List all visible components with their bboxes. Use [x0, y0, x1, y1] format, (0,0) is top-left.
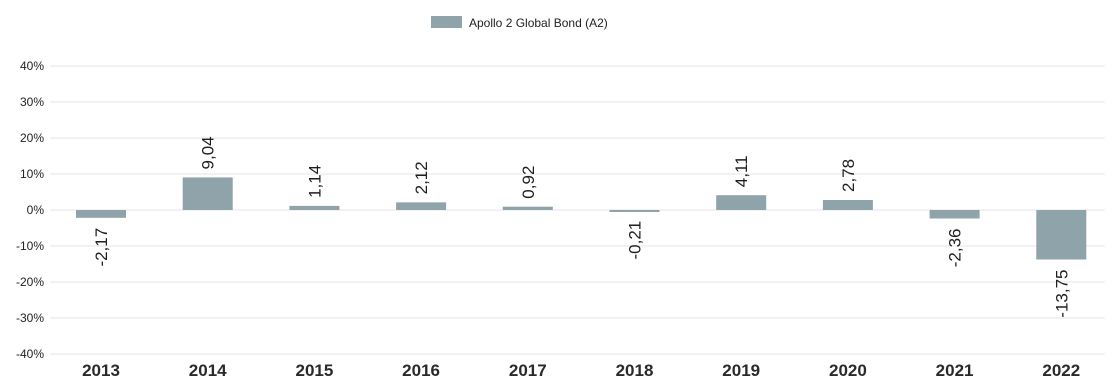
data-label-2014: 9,04	[199, 136, 218, 169]
bar-2020	[822, 199, 873, 210]
data-label-2016: 2,12	[412, 161, 431, 194]
data-label-2020: 2,78	[839, 159, 858, 192]
data-label-2015: 1,14	[305, 165, 324, 198]
bar-2019	[716, 195, 767, 210]
y-tick-label: 30%	[20, 95, 44, 109]
bar-2017	[502, 206, 553, 210]
data-label-2017: 0,92	[519, 166, 538, 199]
x-category-label: 2013	[82, 361, 120, 379]
x-category-label: 2017	[509, 361, 547, 379]
data-label-2018: -0,21	[626, 221, 645, 260]
legend-swatch	[431, 16, 462, 28]
y-tick-label: -40%	[16, 347, 44, 361]
y-tick-label: 40%	[20, 59, 44, 73]
data-label-2019: 4,11	[732, 155, 751, 187]
data-labels: -2,17 9,04 1,14 2,12 0,92 -0,21 4,11 2,78 -2,36 -…	[92, 136, 1071, 317]
legend-label: Apollo 2 Global Bond (A2)	[469, 16, 608, 30]
data-label-2021: -2,36	[946, 228, 965, 267]
bar-2022	[1036, 210, 1087, 260]
y-tick-label: 10%	[20, 167, 44, 181]
x-category-label: 2014	[189, 361, 227, 379]
data-label-2013: -2,17	[92, 228, 111, 267]
chart-legend: Apollo 2 Global Bond (A2)	[431, 16, 608, 30]
bar-2015	[289, 205, 340, 210]
data-label-2022: -13,75	[1052, 270, 1071, 318]
bar-2014	[182, 177, 233, 210]
x-category-label: 2020	[829, 361, 867, 379]
y-tick-label: 20%	[20, 131, 44, 145]
y-tick-label: 0%	[27, 203, 45, 217]
bar-2018	[609, 210, 660, 212]
x-category-label: 2018	[616, 361, 654, 379]
bar-2016	[396, 202, 447, 210]
x-axis-category-labels: 2013 2014 2015 2016 2017 2018 2019 2020 2021 2022	[82, 361, 1080, 379]
bar-2021	[929, 210, 980, 219]
y-tick-label: -10%	[16, 239, 44, 253]
y-tick-label: -20%	[16, 275, 44, 289]
x-category-label: 2015	[295, 361, 333, 379]
x-category-label: 2016	[402, 361, 440, 379]
x-category-label: 2021	[936, 361, 974, 379]
y-axis-tick-labels: 40% 30% 20% 10% 0% -10% -20% -30% -40%	[16, 59, 44, 361]
bars	[76, 177, 1087, 260]
x-category-label: 2019	[722, 361, 760, 379]
y-tick-label: -30%	[16, 311, 44, 325]
bar-2013	[76, 210, 126, 218]
x-category-label: 2022	[1042, 361, 1080, 379]
